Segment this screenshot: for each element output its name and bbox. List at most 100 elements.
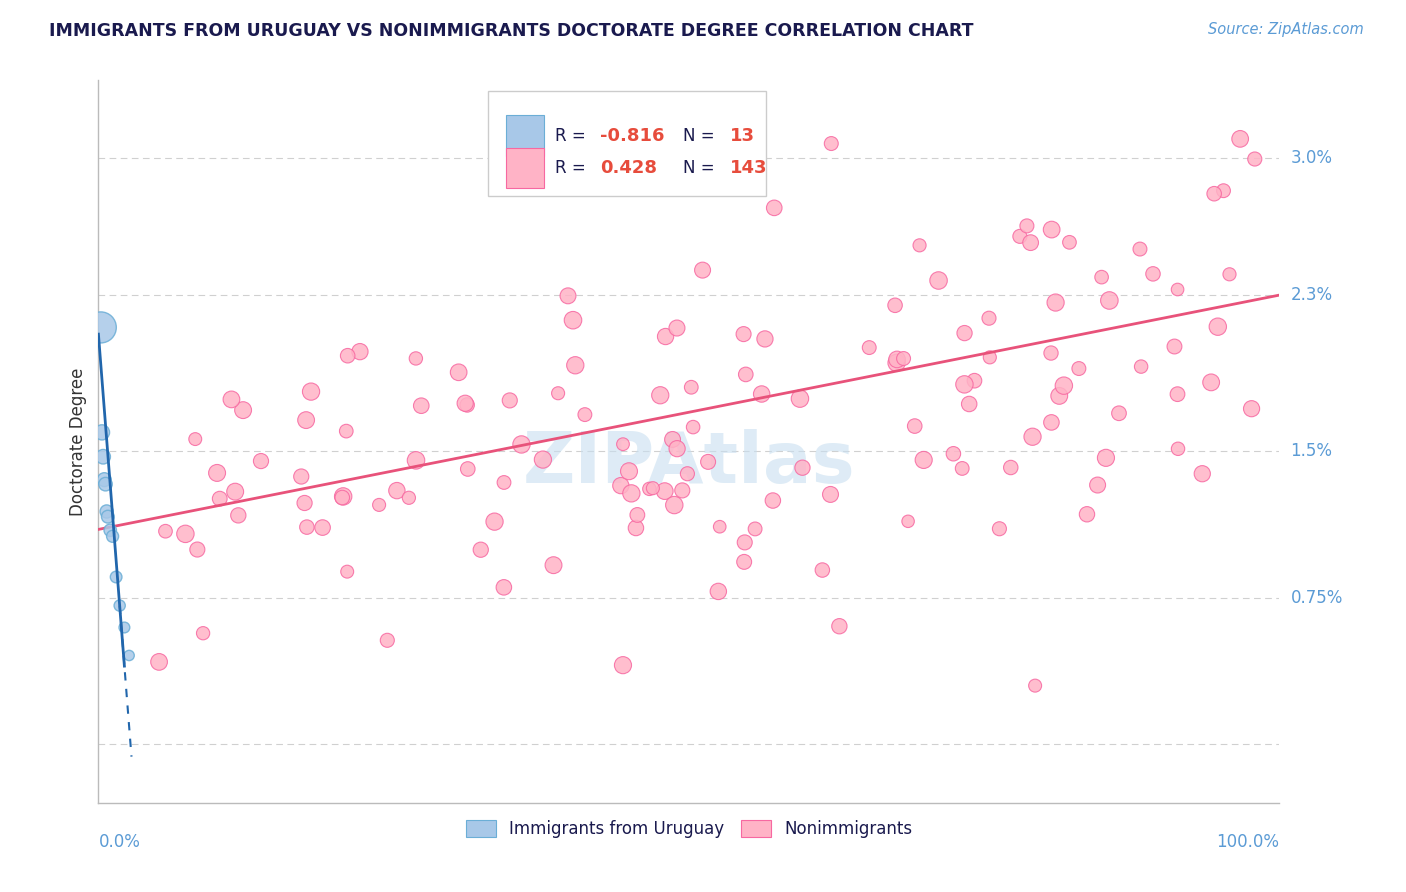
Point: [564, 358, 586, 372]
Text: Source: ZipAtlas.com: Source: ZipAtlas.com: [1208, 22, 1364, 37]
Point: [208, 491, 231, 506]
Point: [97, 509, 120, 524]
Point: [942, 447, 965, 461]
Point: [1095, 450, 1118, 465]
Point: [733, 555, 755, 569]
Point: [751, 387, 773, 401]
Point: [676, 467, 699, 481]
Point: [928, 273, 950, 287]
Point: [908, 238, 931, 252]
Point: [1047, 389, 1070, 403]
Point: [1053, 378, 1076, 392]
Point: [1045, 295, 1067, 310]
Point: [295, 413, 318, 427]
Point: [1067, 361, 1090, 376]
Point: [1206, 319, 1229, 334]
Point: [950, 461, 973, 475]
Point: [1163, 339, 1185, 353]
Point: [641, 481, 664, 495]
Text: -0.816: -0.816: [600, 127, 665, 145]
Point: [957, 397, 980, 411]
Point: [94, 477, 117, 491]
Point: [457, 462, 479, 476]
Point: [828, 619, 851, 633]
Point: [543, 558, 565, 573]
FancyBboxPatch shape: [506, 148, 544, 188]
Point: [1204, 186, 1226, 201]
Point: [1021, 430, 1043, 444]
Point: [1218, 268, 1240, 282]
Point: [411, 399, 433, 413]
Point: [886, 356, 908, 370]
Point: [1040, 416, 1063, 430]
Point: [858, 341, 880, 355]
Text: 0.0%: 0.0%: [98, 833, 141, 851]
Point: [290, 469, 312, 483]
Point: [174, 527, 197, 541]
Point: [953, 326, 976, 340]
Point: [499, 393, 522, 408]
Legend: Immigrants from Uruguay, Nonimmigrants: Immigrants from Uruguay, Nonimmigrants: [458, 814, 920, 845]
Point: [1059, 235, 1081, 250]
Point: [744, 522, 766, 536]
Point: [789, 392, 811, 406]
Point: [734, 535, 756, 549]
Point: [510, 437, 533, 451]
Y-axis label: Doctorate Degree: Doctorate Degree: [69, 368, 87, 516]
Point: [904, 419, 927, 434]
Point: [666, 442, 689, 456]
FancyBboxPatch shape: [506, 115, 544, 156]
Point: [953, 377, 976, 392]
Point: [977, 311, 1000, 326]
Point: [612, 437, 634, 451]
Point: [617, 464, 640, 478]
Point: [398, 491, 420, 505]
Point: [294, 496, 316, 510]
Point: [562, 313, 585, 327]
Point: [754, 332, 776, 346]
Point: [1015, 219, 1038, 233]
Point: [820, 136, 842, 151]
Point: [330, 491, 353, 505]
Point: [665, 321, 688, 335]
Point: [470, 542, 492, 557]
Point: [1212, 184, 1234, 198]
Text: 143: 143: [730, 159, 768, 177]
Point: [91, 425, 114, 440]
Point: [709, 519, 731, 533]
Point: [1019, 235, 1042, 250]
Point: [547, 386, 569, 401]
Point: [492, 475, 515, 490]
Text: IMMIGRANTS FROM URUGUAY VS NONIMMIGRANTS DOCTORATE DEGREE CORRELATION CHART: IMMIGRANTS FROM URUGUAY VS NONIMMIGRANTS…: [49, 22, 974, 40]
Point: [1167, 283, 1189, 297]
Point: [108, 599, 131, 613]
Point: [1229, 132, 1251, 146]
Text: ZIPAtlas: ZIPAtlas: [523, 429, 855, 498]
Text: 3.0%: 3.0%: [1291, 149, 1333, 168]
Point: [610, 478, 633, 492]
Point: [1167, 442, 1189, 456]
Point: [299, 384, 322, 399]
Point: [811, 563, 834, 577]
Point: [186, 542, 208, 557]
Point: [612, 658, 634, 673]
Point: [91, 450, 114, 464]
Point: [205, 466, 228, 480]
Point: [664, 498, 686, 512]
Point: [654, 329, 676, 343]
Point: [375, 633, 398, 648]
Point: [654, 484, 676, 499]
Point: [979, 351, 1001, 365]
Point: [1040, 222, 1063, 236]
Point: [1191, 467, 1213, 481]
Point: [112, 620, 135, 634]
Point: [332, 490, 354, 504]
Point: [336, 349, 359, 363]
Point: [574, 408, 596, 422]
Point: [1130, 359, 1153, 374]
Point: [1243, 152, 1265, 166]
Point: [1040, 346, 1063, 360]
Point: [1024, 679, 1046, 693]
Point: [1008, 229, 1031, 244]
Point: [1129, 242, 1152, 256]
